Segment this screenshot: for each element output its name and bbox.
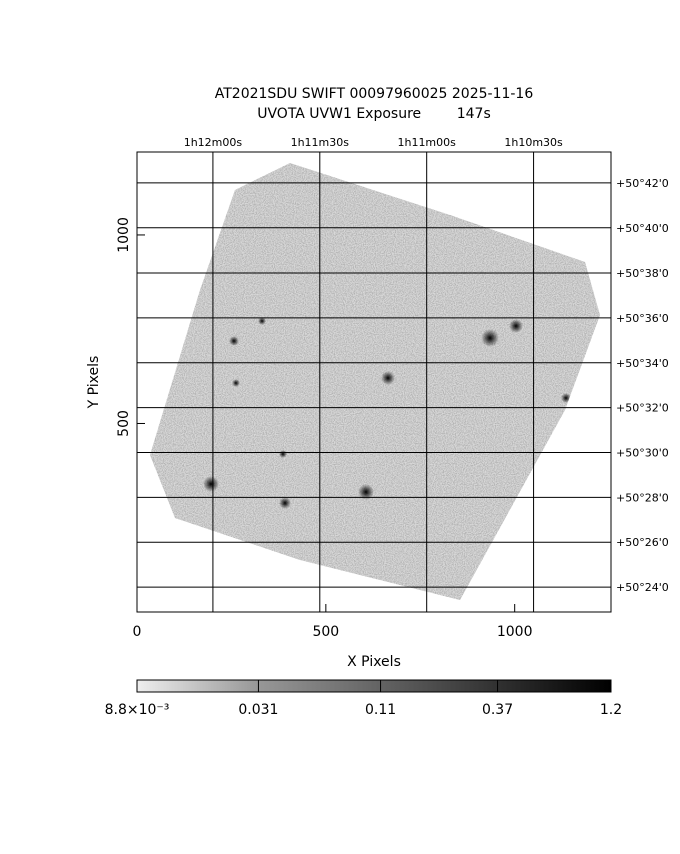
colorbar-tick-label: 0.37 xyxy=(482,702,513,718)
dec-tick-label: +50°32'0 xyxy=(616,402,669,415)
colorbar-tick-label: 0.031 xyxy=(238,702,278,718)
dec-tick-label: +50°26'0 xyxy=(616,536,669,549)
dec-tick-label: +50°24'0 xyxy=(616,581,669,594)
title-line: AT2021SDU SWIFT 00097960025 2025-11-16 xyxy=(215,86,534,102)
x-axis-label: X Pixels xyxy=(347,654,401,670)
dec-tick-label: +50°36'0 xyxy=(616,312,669,325)
ra-tick-label: 1h11m30s xyxy=(291,136,350,149)
y-tick-label: 1000 xyxy=(116,217,132,253)
ra-tick-label: 1h10m30s xyxy=(504,136,563,149)
colorbar-tick-label: 1.2 xyxy=(600,702,622,718)
dec-tick-label: +50°30'0 xyxy=(616,447,669,460)
colorbar-tick-label: 8.8×10⁻³ xyxy=(105,702,170,718)
colorbar xyxy=(136,679,612,693)
colorbar-tick-label: 0.11 xyxy=(365,702,396,718)
dec-tick-label: +50°38'0 xyxy=(616,267,669,280)
dec-tick-label: +50°34'0 xyxy=(616,357,669,370)
frame xyxy=(136,151,612,613)
y-axis-label: Y Pixels xyxy=(86,356,102,410)
ra-tick-label: 1h11m00s xyxy=(397,136,456,149)
dec-tick-label: +50°42'0 xyxy=(616,177,669,190)
y-tick-label: 500 xyxy=(116,410,132,437)
dec-tick-label: +50°40'0 xyxy=(616,222,669,235)
title-line: UVOTA UVW1 Exposure 147s xyxy=(257,106,491,122)
dec-tick-label: +50°28'0 xyxy=(616,491,669,504)
x-tick-label: 500 xyxy=(312,624,339,640)
ra-tick-label: 1h12m00s xyxy=(184,136,243,149)
x-tick-label: 1000 xyxy=(497,624,533,640)
x-tick-label: 0 xyxy=(133,624,142,640)
plot-area xyxy=(136,151,612,613)
